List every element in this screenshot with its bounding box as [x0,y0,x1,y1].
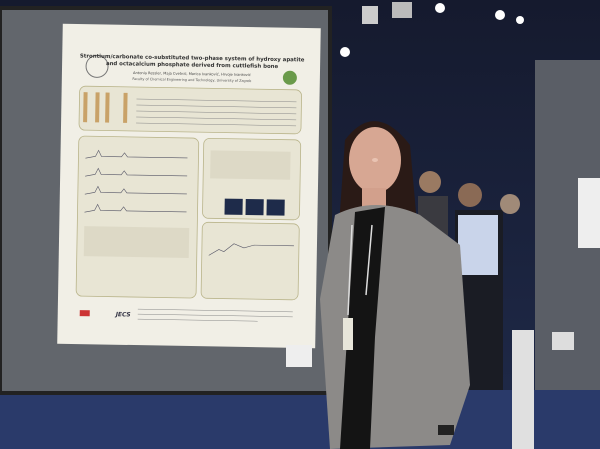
table [210,150,291,180]
acknowledgement-lines [137,308,293,322]
faculty-logo [282,70,297,85]
university-logo [85,54,109,78]
spectra [84,149,294,256]
poster-authors: Antonia Ressler, Maja Cvetnić, Marica Iv… [133,71,251,77]
sponsor-logo-mark [79,310,90,317]
poster: Strontium/carbonate co-substituted two-p… [57,23,321,349]
right-poster [578,178,600,248]
person [320,121,470,449]
board-frame [0,6,332,395]
bone-images [83,92,128,123]
table [83,226,190,258]
poster-title: and octacalcium phosphate derived from c… [106,61,279,70]
text-lines [136,98,297,127]
name-tag [286,345,312,367]
sem-images [224,198,285,216]
sponsor-logo: JECS [115,311,131,318]
ceiling-lights [340,2,524,57]
floor [0,390,600,449]
poster-title: Strontium/carbonate co-substituted two-p… [80,54,305,64]
bag [512,330,534,449]
poster-affiliation: Faculty of Chemical Engineering and Tech… [132,77,251,83]
right-label [552,332,574,350]
